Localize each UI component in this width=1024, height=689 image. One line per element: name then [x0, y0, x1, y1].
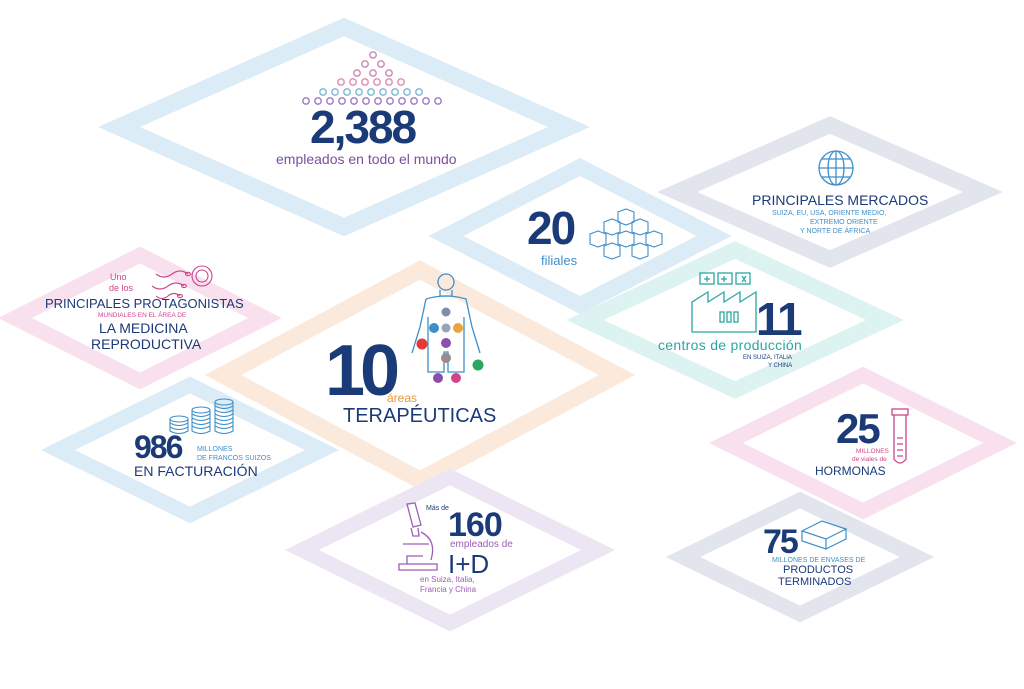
revenue-number: 986	[134, 429, 183, 465]
tile-reproductive	[0, 246, 282, 390]
therapeutic-caption2: TERAPÉUTICAS	[343, 405, 497, 427]
markets-title: PRINCIPALES MERCADOS	[752, 192, 929, 208]
tile-employees	[98, 17, 590, 237]
human-body-icon	[411, 273, 484, 383]
therapeutic-caption1: áreas	[387, 391, 418, 405]
production-number: 11	[756, 293, 803, 345]
reproductive-line3: PRINCIPALES PROTAGONISTAS	[45, 296, 244, 311]
reproductive-line5: LA MEDICINA	[99, 320, 188, 336]
employees-number: 2,388	[310, 101, 417, 153]
revenue-line3: EN FACTURACIÓN	[134, 463, 258, 479]
products-line2: PRODUCTOS	[783, 564, 854, 576]
reproductive-line4: MUNDIALES EN EL ÁREA DE	[98, 312, 187, 319]
hormones-line1: MILLONES	[856, 448, 889, 455]
products-line1: MILLONES DE ENVASES DE	[772, 557, 866, 564]
subsidiaries-number: 20	[527, 202, 576, 254]
revenue-line2: DE FRANCOS SUIZOS	[197, 455, 271, 462]
production-line2: Y CHINA	[768, 363, 793, 369]
markets-line2: EXTREMO ORIENTE	[810, 219, 878, 226]
reproductive-line1: Uno	[110, 272, 127, 282]
package-icon	[800, 520, 848, 550]
tile-revenue	[41, 376, 339, 524]
tile-products	[665, 491, 935, 623]
research-number: 160	[448, 506, 503, 544]
tile-markets	[657, 116, 1003, 268]
buildings-icon	[589, 208, 663, 260]
tile-therapeutic	[204, 260, 636, 490]
research-line2: I+D	[448, 549, 490, 579]
employees-caption: empleados en todo el mundo	[276, 151, 457, 167]
markets-line1: SUIZA, EU, USA, ORIENTE MEDIO,	[772, 210, 887, 217]
subsidiaries-caption: filiales	[541, 253, 578, 268]
reproductive-line6: REPRODUCTIVA	[91, 336, 202, 352]
production-caption: centros de producción	[658, 337, 803, 353]
tile-research	[285, 468, 615, 632]
research-line1: empleados de	[450, 539, 513, 550]
products-number: 75	[763, 523, 799, 561]
tile-subsidiaries	[428, 158, 732, 314]
hormones-line3: HORMONAS	[815, 464, 886, 478]
vial-icon	[891, 408, 909, 464]
markets-line3: Y NORTE DE ÁFRICA	[800, 228, 871, 235]
research-prefix: Más de	[426, 505, 449, 512]
reproductive-line2: de los	[109, 283, 134, 293]
products-line3: TERMINADOS	[778, 576, 852, 588]
hormones-number: 25	[836, 405, 881, 452]
research-line3: en Suiza, Italia,	[420, 575, 475, 584]
tile-production	[566, 241, 904, 399]
sperm-icon	[151, 265, 213, 300]
research-line4: Francia y China	[420, 585, 477, 594]
tile-hormones	[709, 366, 1017, 520]
production-line1: EN SUIZA, ITALIA	[743, 355, 792, 361]
globe-icon	[818, 150, 854, 186]
people-icon	[302, 51, 442, 105]
hormones-line2: de viales de	[852, 456, 887, 463]
microscope-icon	[398, 502, 438, 571]
factory-icon	[691, 272, 757, 333]
revenue-line1: MILLONES	[197, 446, 233, 453]
therapeutic-number: 10	[325, 331, 400, 411]
coins-icon	[169, 398, 234, 435]
